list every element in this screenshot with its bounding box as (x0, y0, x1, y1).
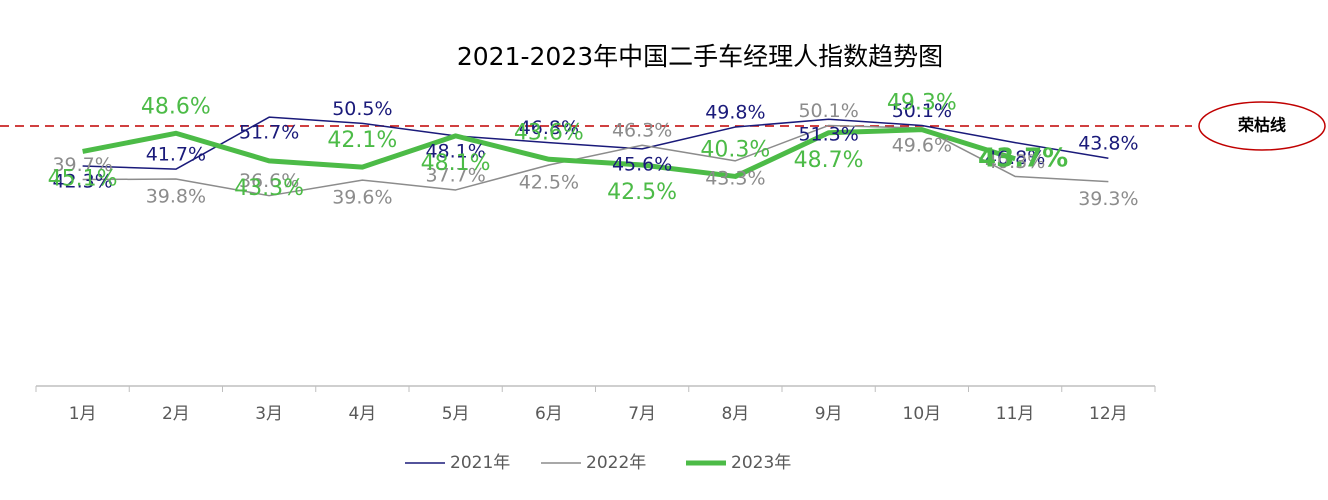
data-label: 51.3% (798, 124, 858, 146)
data-label: 48.7% (794, 148, 864, 173)
data-label: 42.3% (52, 171, 112, 193)
data-label: 48.1% (421, 151, 491, 176)
x-tick-label: 3月 (255, 404, 283, 424)
x-tick-label: 11月 (996, 404, 1035, 424)
data-label: 45.1% (48, 166, 118, 191)
data-label: 51.7% (239, 122, 299, 144)
data-label: 39.6% (332, 187, 392, 209)
data-label: 49.8% (705, 102, 765, 124)
x-tick-label: 5月 (442, 404, 470, 424)
x-tick-label: 1月 (69, 404, 97, 424)
data-label: 46.8% (519, 117, 579, 139)
data-label: 49.3% (887, 91, 957, 116)
legend-label: 2023年 (731, 453, 791, 473)
x-tick-label: 4月 (348, 404, 376, 424)
data-label: 42.1% (327, 128, 397, 153)
data-label: 48.1% (425, 140, 485, 162)
data-label: 37.7% (425, 164, 485, 186)
series-line (82, 127, 1016, 179)
data-label: 42.5% (607, 180, 677, 205)
reference-badge (1198, 101, 1326, 151)
data-label: 45.6% (612, 153, 672, 175)
data-label: 49.6% (892, 135, 952, 157)
data-label: 39.7% (52, 154, 112, 176)
data-label: 39.8% (146, 186, 206, 208)
x-tick-label: 6月 (535, 404, 563, 424)
data-label: 43.8% (1078, 133, 1138, 155)
data-label: 41.7% (146, 144, 206, 166)
reference-label: 荣枯线 (1237, 116, 1286, 135)
data-label: 50.1% (892, 100, 952, 122)
data-label: 43.7% (978, 143, 1068, 173)
x-tick-label: 9月 (815, 404, 843, 424)
data-label: 50.5% (332, 98, 392, 120)
data-label: 43.3% (705, 167, 765, 189)
data-label: 43.6% (514, 120, 584, 145)
x-tick-label: 2月 (162, 404, 190, 424)
data-label: 50.1% (798, 100, 858, 122)
x-tick-label: 8月 (721, 404, 749, 424)
data-label: 36.6% (239, 170, 299, 192)
data-label: 43.3% (234, 176, 304, 201)
legend-label: 2022年 (586, 453, 646, 473)
data-label: 40.3% (985, 151, 1045, 173)
data-label: 48.6% (141, 94, 211, 119)
data-label: 40.3% (700, 137, 770, 162)
data-label: 46.8% (985, 147, 1045, 169)
x-tick-label: 12月 (1089, 404, 1128, 424)
x-tick-label: 7月 (628, 404, 656, 424)
data-label: 42.5% (519, 172, 579, 194)
x-tick-label: 10月 (903, 404, 942, 424)
series-line (82, 116, 1109, 170)
legend-label: 2021年 (450, 453, 510, 473)
data-label: 39.3% (1078, 188, 1138, 210)
chart-title: 2021-2023年中国二手车经理人指数趋势图 (457, 42, 943, 71)
data-label: 46.3% (612, 120, 672, 142)
